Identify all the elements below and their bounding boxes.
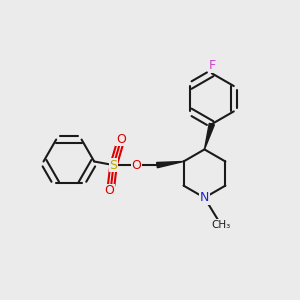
Text: O: O (116, 133, 126, 146)
Text: S: S (110, 159, 118, 172)
Polygon shape (205, 123, 214, 149)
Polygon shape (157, 161, 184, 168)
Text: O: O (131, 159, 141, 172)
Text: CH₃: CH₃ (211, 220, 230, 230)
Text: F: F (208, 59, 215, 73)
Text: N: N (200, 191, 209, 204)
Text: O: O (105, 184, 115, 197)
